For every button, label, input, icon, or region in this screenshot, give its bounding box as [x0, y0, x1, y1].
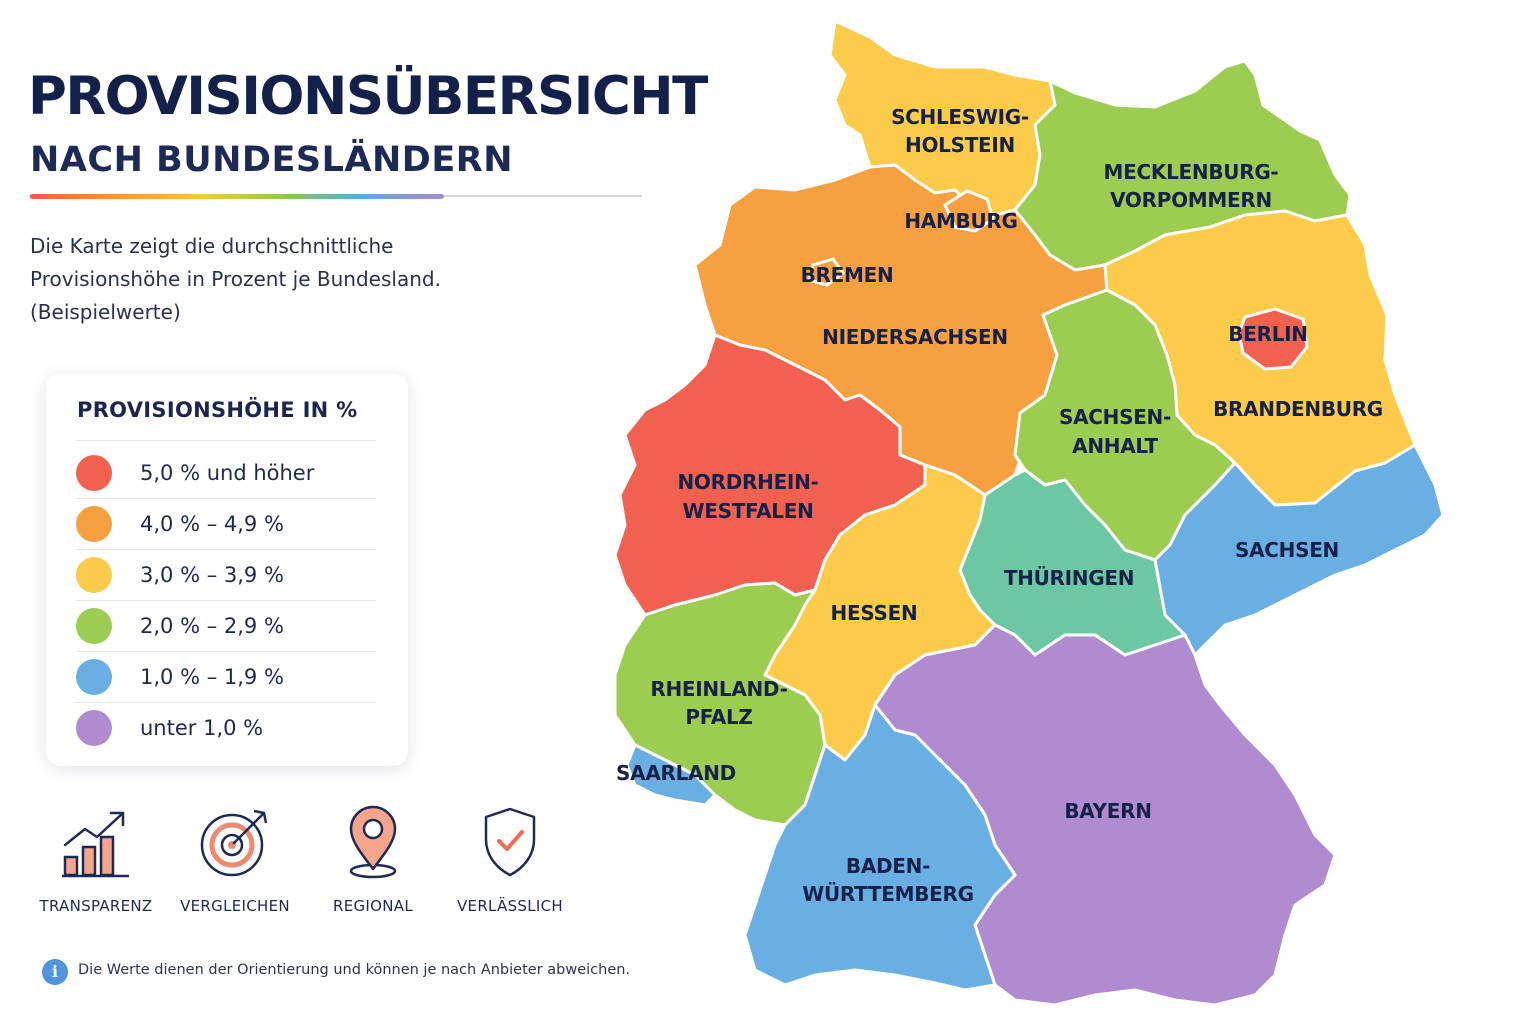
- info-icon: i: [42, 959, 68, 985]
- state-label: HAMBURG: [904, 209, 1017, 233]
- state-label: NIEDERSACHSEN: [822, 325, 1008, 349]
- germany-map: SCHLESWIG- HOLSTEIN HAMBURG MECKLENBURG-…: [613, 19, 1445, 1007]
- state-sachsen[interactable]: [1153, 443, 1445, 657]
- state-label: THÜRINGEN: [1004, 566, 1134, 590]
- state-label: WÜRTTEMBERG: [802, 882, 974, 906]
- state-label: HESSEN: [831, 601, 918, 625]
- state-label: HOLSTEIN: [905, 133, 1015, 157]
- state-label: SACHSEN: [1235, 538, 1339, 562]
- location-pin-icon: [349, 805, 397, 879]
- legend-divider: [76, 600, 376, 601]
- legend-label: 5,0 % und höher: [140, 461, 315, 485]
- state-bremen[interactable]: [807, 257, 845, 287]
- legend-item: 2,0 % – 2,9 %: [76, 602, 376, 650]
- legend-swatch: [76, 557, 112, 593]
- state-baden-wuerttemberg[interactable]: [743, 703, 1017, 992]
- legend-label: unter 1,0 %: [140, 716, 264, 740]
- legend-card: PROVISIONSHÖHE IN % 5,0 % und höher 4,0 …: [46, 374, 408, 766]
- state-berlin[interactable]: [1237, 307, 1309, 371]
- legend-label: 3,0 % – 3,9 %: [140, 563, 284, 587]
- legend-divider: [76, 651, 376, 652]
- legend-label: 2,0 % – 2,9 %: [140, 614, 284, 638]
- description-line: (Beispielwerte): [30, 300, 181, 324]
- legend-item: 1,0 % – 1,9 %: [76, 653, 376, 701]
- title-divider-gradient: [30, 194, 444, 199]
- state-label: PFALZ: [685, 705, 752, 729]
- feature-vergleichen: VERGLEICHEN: [165, 805, 305, 915]
- state-label: BRANDENBURG: [1213, 397, 1383, 421]
- legend-divider: [76, 549, 376, 550]
- description-line: Provisionshöhe in Prozent je Bundesland.: [30, 267, 441, 291]
- state-label: WESTFALEN: [682, 499, 813, 523]
- page-subtitle: NACH BUNDESLÄNDERN: [30, 140, 513, 180]
- state-label: NORDRHEIN-: [677, 470, 818, 494]
- legend-swatch: [76, 710, 112, 746]
- feature-verlaesslich: VERLÄSSLICH: [440, 805, 580, 915]
- feature-label: VERGLEICHEN: [180, 897, 290, 915]
- feature-regional: REGIONAL: [303, 805, 443, 915]
- legend-item: 3,0 % – 3,9 %: [76, 551, 376, 599]
- legend-divider: [76, 440, 376, 441]
- legend-title: PROVISIONSHÖHE IN %: [77, 398, 358, 422]
- target-arrow-icon: [200, 809, 268, 877]
- description-line: Die Karte zeigt die durchschnittliche: [30, 234, 394, 258]
- page-title: PROVISIONSÜBERSICHT: [28, 66, 708, 127]
- legend-swatch: [76, 506, 112, 542]
- feature-label: REGIONAL: [333, 897, 413, 915]
- legend-label: 1,0 % – 1,9 %: [140, 665, 284, 689]
- state-label: SAARLAND: [616, 761, 736, 785]
- legend-label: 4,0 % – 4,9 %: [140, 512, 284, 536]
- legend-swatch: [76, 659, 112, 695]
- feature-transparenz: TRANSPARENZ: [26, 805, 166, 915]
- state-label: BREMEN: [801, 263, 894, 287]
- state-label: ANHALT: [1072, 434, 1158, 458]
- feature-label: TRANSPARENZ: [39, 897, 153, 915]
- state-hamburg[interactable]: [943, 189, 995, 233]
- legend-swatch: [76, 608, 112, 644]
- legend-item: unter 1,0 %: [76, 704, 376, 752]
- shield-check-icon: [484, 807, 536, 877]
- state-label: VORPOMMERN: [1110, 188, 1272, 212]
- legend-divider: [76, 498, 376, 499]
- state-label: BADEN-: [846, 854, 930, 878]
- feature-label: VERLÄSSLICH: [456, 897, 563, 915]
- state-label: BAYERN: [1064, 799, 1151, 823]
- state-label: BERLIN: [1228, 322, 1307, 346]
- disclaimer-note: Die Werte dienen der Orientierung und kö…: [78, 962, 631, 978]
- description: Die Karte zeigt die durchschnittliche Pr…: [30, 230, 470, 329]
- legend-item: 4,0 % – 4,9 %: [76, 500, 376, 548]
- legend-item: 5,0 % und höher: [76, 449, 376, 497]
- legend-swatch: [76, 455, 112, 491]
- state-label: RHEINLAND-: [650, 677, 787, 701]
- legend-divider: [76, 702, 376, 703]
- state-label: SACHSEN-: [1059, 405, 1171, 429]
- state-label: MECKLENBURG-: [1104, 160, 1279, 184]
- bar-chart-growth-icon: [62, 811, 129, 878]
- state-label: SCHLESWIG-: [891, 105, 1029, 129]
- state-saarland[interactable]: [625, 743, 717, 807]
- state-labels: SCHLESWIG- HOLSTEIN HAMBURG MECKLENBURG-…: [616, 105, 1383, 906]
